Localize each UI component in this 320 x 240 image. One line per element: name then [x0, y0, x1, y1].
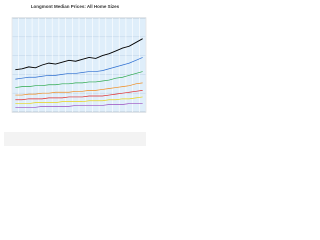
chart-title: Longmont Median Prices: All Home Sizes	[31, 4, 120, 9]
footer-band	[4, 132, 146, 146]
series-line	[15, 103, 143, 108]
series-line	[15, 82, 143, 96]
series-line	[15, 38, 143, 71]
series-line	[15, 57, 143, 80]
series-line	[15, 96, 143, 104]
series-line	[15, 71, 143, 88]
chart: Longmont Median Prices: All Home Sizes	[0, 0, 150, 150]
series-line	[15, 90, 143, 101]
